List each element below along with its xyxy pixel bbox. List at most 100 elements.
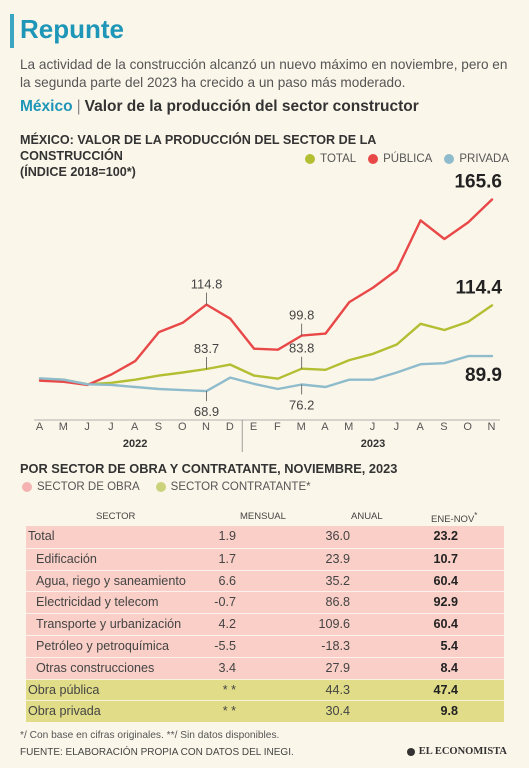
cell-anual: 35.2 bbox=[325, 573, 350, 588]
x-tick-label: O bbox=[463, 421, 473, 433]
x-tick-label: N bbox=[488, 421, 497, 433]
legend-item-privada: PRIVADA bbox=[444, 153, 509, 165]
chart-legend: TOTAL PÚBLICA PRIVADA bbox=[305, 153, 509, 165]
x-tick-label: A bbox=[131, 421, 139, 433]
cell-enenov: 8.4 bbox=[440, 660, 458, 675]
section-subtitle: México | Valor de la producción del sector… bbox=[20, 98, 419, 116]
title-accent-bar bbox=[10, 14, 14, 48]
table-legend-dot-sector bbox=[22, 482, 32, 492]
cell-enenov: 10.7 bbox=[433, 551, 458, 566]
table-row: Otras construcciones 3.4 27.9 8.4 bbox=[26, 656, 504, 679]
cell-anual: 109.6 bbox=[318, 617, 350, 632]
x-tick-label: M bbox=[59, 421, 69, 433]
cell-enenov: 23.2 bbox=[433, 529, 458, 543]
series-line-privada bbox=[38, 354, 494, 393]
cell-sector: Transporte y urbanización bbox=[36, 617, 182, 632]
x-tick-label: A bbox=[36, 421, 44, 433]
cell-mensual: 1.7 bbox=[218, 551, 236, 566]
cell-mensual: 4.2 bbox=[218, 617, 236, 632]
legend-dot-total bbox=[305, 154, 316, 164]
cell-anual: -18.3 bbox=[321, 638, 350, 653]
subtitle-separator: | bbox=[76, 98, 81, 115]
x-tick-label: A bbox=[321, 421, 329, 433]
annotation-label: 114.8 bbox=[191, 277, 223, 292]
x-tick-label: N bbox=[202, 421, 211, 433]
cell-sector: Edificación bbox=[36, 551, 97, 566]
cell-sector: Petróleo y petroquímica bbox=[36, 638, 170, 653]
end-label: 89.9 bbox=[465, 365, 502, 386]
page-title: Repunte bbox=[20, 14, 124, 44]
table-legend: SECTOR DE OBRA SECTOR CONTRATANTE* bbox=[22, 481, 311, 493]
legend-label-publica: PÚBLICA bbox=[383, 153, 433, 165]
header-sector: SECTOR bbox=[96, 511, 136, 522]
annotation-label: 68.9 bbox=[194, 404, 219, 419]
cell-anual: 86.8 bbox=[325, 595, 350, 610]
series-line-publica bbox=[38, 198, 494, 387]
year-label: 2022 bbox=[123, 438, 147, 450]
table-legend-sector: SECTOR DE OBRA bbox=[22, 481, 140, 493]
table-legend-contratante: SECTOR CONTRATANTE* bbox=[155, 481, 311, 493]
source-note: FUENTE: ELABORACIÓN PROPIA CON DATOS DEL… bbox=[20, 747, 294, 758]
cell-mensual: 6.6 bbox=[218, 573, 236, 588]
end-label: 114.4 bbox=[456, 277, 503, 298]
cell-sector: Total bbox=[28, 529, 55, 543]
end-label: 165.6 bbox=[454, 171, 502, 192]
subtitle-country: México bbox=[20, 98, 73, 115]
cell-mensual: * * bbox=[222, 704, 236, 719]
legend-label-total: TOTAL bbox=[320, 153, 357, 165]
infographic: Repunte La actividad de la construcción … bbox=[10, 8, 515, 760]
chart-title-line1: MÉXICO: VALOR DE LA PRODUCCIÓN DEL SECTO… bbox=[20, 133, 376, 163]
intro-text: La actividad de la construcción alcanzó … bbox=[20, 57, 508, 90]
annotation-label: 83.7 bbox=[194, 341, 219, 356]
logo-mark-icon bbox=[406, 747, 415, 756]
header-enenov-mark: * bbox=[474, 511, 478, 520]
annotation-label: 76.2 bbox=[289, 397, 314, 412]
cell-enenov: 92.9 bbox=[433, 595, 458, 610]
logo-text: EL ECONOMISTA bbox=[418, 746, 507, 757]
cell-enenov: 60.4 bbox=[433, 617, 458, 632]
legend-item-total: TOTAL bbox=[305, 153, 356, 165]
x-tick-label: J bbox=[394, 421, 401, 433]
x-tick-label: D bbox=[226, 421, 235, 433]
header-anual: ANUAL bbox=[351, 511, 383, 522]
x-tick-label: A bbox=[416, 421, 424, 433]
legend-dot-privada bbox=[444, 154, 455, 164]
cell-mensual: * * bbox=[222, 682, 236, 697]
footnote: */ Con base en cifras originales. **/ Si… bbox=[20, 730, 280, 741]
legend-dot-publica bbox=[368, 154, 379, 164]
subtitle-text: Valor de la producción del sector constr… bbox=[84, 98, 419, 115]
cell-enenov: 5.4 bbox=[440, 638, 458, 653]
cell-enenov: 47.4 bbox=[433, 682, 458, 697]
cell-mensual: -5.5 bbox=[214, 638, 236, 653]
header-mensual: MENSUAL bbox=[240, 511, 286, 522]
year-label: 2023 bbox=[361, 438, 385, 450]
table-row: Electricidad y telecom -0.7 86.8 92.9 bbox=[26, 591, 504, 614]
cell-anual: 36.0 bbox=[325, 529, 350, 543]
table-row: Transporte y urbanización 4.2 109.6 60.4 bbox=[26, 613, 504, 635]
cell-sector: Agua, riego y saneamiento bbox=[36, 573, 186, 588]
data-table: Total 1.9 36.0 23.2 Edificación 1.7 23.9 10.7 Ag… bbox=[26, 526, 504, 723]
x-tick-label: M bbox=[297, 421, 307, 433]
table-legend-label-contratante: SECTOR CONTRATANTE* bbox=[170, 481, 311, 493]
cell-anual: 23.9 bbox=[325, 551, 350, 566]
x-tick-label: J bbox=[108, 421, 115, 433]
cell-anual: 44.3 bbox=[325, 682, 350, 697]
x-tick-label: F bbox=[274, 421, 282, 433]
cell-anual: 30.4 bbox=[325, 704, 350, 719]
line-chart: A M J J A S O N D E F M A M J J A S O N 2022 2023 114.8 83.7 68.… bbox=[34, 171, 503, 452]
x-tick-label: M bbox=[344, 421, 354, 433]
cell-anual: 27.9 bbox=[325, 660, 350, 675]
x-tick-label: E bbox=[250, 421, 258, 433]
table-row: Obra privada * * 30.4 9.8 bbox=[26, 700, 504, 723]
table-row: Total 1.9 36.0 23.2 bbox=[26, 526, 504, 548]
table-row: Obra pública * * 44.3 47.4 bbox=[26, 678, 504, 701]
annotation-label: 83.8 bbox=[289, 341, 314, 356]
chart-title-line2: (ÍNDICE 2018=100*) bbox=[20, 165, 136, 179]
cell-mensual: 1.9 bbox=[218, 529, 236, 543]
table-legend-label-sector: SECTOR DE OBRA bbox=[37, 481, 140, 493]
x-tick-label: O bbox=[178, 421, 188, 433]
header-enenov: ENE-NOV* bbox=[431, 511, 477, 525]
table-row: Agua, riego y saneamiento 6.6 35.2 60.4 bbox=[26, 569, 504, 592]
legend-label-privada: PRIVADA bbox=[459, 153, 509, 165]
x-tick-label: J bbox=[84, 421, 91, 433]
